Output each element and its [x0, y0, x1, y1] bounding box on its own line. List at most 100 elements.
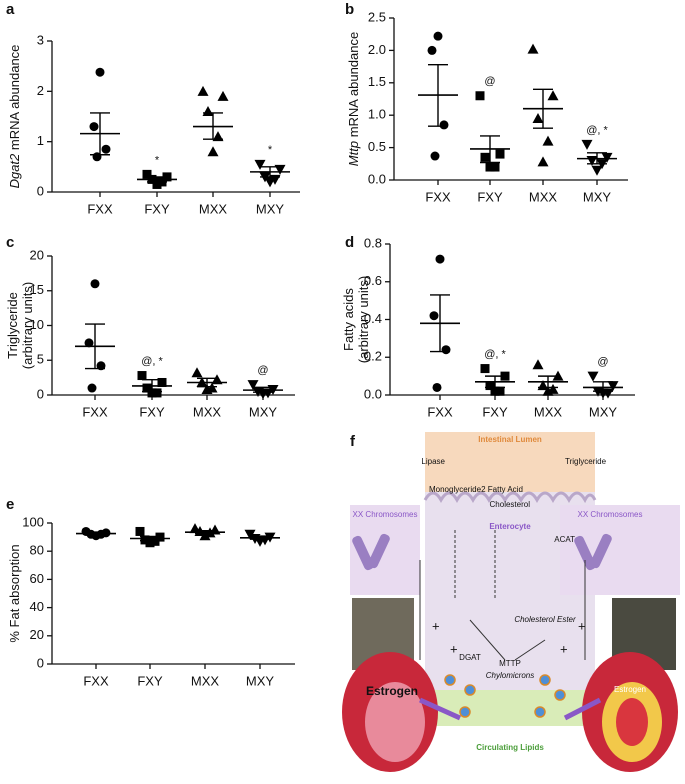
x-tick-label: MXX	[191, 673, 220, 688]
point	[84, 338, 94, 348]
x-tick-label: FXX	[425, 189, 451, 204]
x-tick-label: FXX	[83, 673, 109, 688]
text: ACAT	[554, 535, 575, 544]
y-tick-label: 1.5	[368, 74, 386, 89]
error-bar	[195, 530, 215, 535]
point	[591, 165, 603, 176]
error-bar	[587, 152, 607, 165]
y-axis-label: % Fat absorption	[7, 544, 22, 642]
chylomicron	[554, 689, 566, 701]
y-tick-label: 80	[30, 543, 44, 558]
point	[201, 383, 213, 394]
annotation: @	[484, 76, 495, 88]
error-bar	[430, 294, 450, 353]
text: XX Chromosomes	[578, 510, 643, 519]
y-tick-label: 2.5	[368, 9, 386, 24]
y-axis-label-text: (arbitrary units)	[20, 282, 35, 369]
y-tick-label: 0.6	[364, 273, 382, 288]
point	[152, 388, 162, 398]
point	[137, 371, 147, 381]
chart: d 0.0 0.2 0.4 0.6 0.8 Fatty acids (arbitrary un…	[341, 234, 635, 419]
point	[475, 91, 485, 101]
y-tick-label: 60	[30, 571, 44, 586]
y-tick-label: 3	[37, 32, 44, 47]
point	[135, 526, 145, 536]
error-bar	[90, 112, 110, 156]
point	[207, 146, 219, 157]
point	[586, 156, 598, 167]
error-bar	[250, 535, 270, 540]
vessel-lumen	[365, 682, 425, 762]
x-tick-label: FXY	[139, 404, 165, 419]
text: Cholesterol	[490, 500, 531, 509]
x-tick-label: FXX	[427, 404, 453, 419]
text: Estrogen	[614, 685, 646, 694]
point	[485, 162, 495, 172]
x-tick-label: MXY	[589, 404, 618, 419]
panel-label: b	[345, 1, 354, 18]
annotation: *	[268, 144, 273, 156]
y-tick-label: 0.2	[364, 349, 382, 364]
point	[202, 105, 214, 116]
lumen-label: Intestinal Lumen	[478, 435, 542, 444]
y-tick-label: 1	[37, 133, 44, 148]
point	[152, 179, 162, 189]
error-bar	[140, 535, 160, 542]
panel-label: f	[350, 433, 356, 450]
x-tick-label: MXX	[529, 189, 558, 204]
point	[480, 364, 490, 374]
annotation: @	[597, 356, 608, 368]
text: Estrogen	[366, 684, 418, 698]
error-bar	[86, 531, 106, 536]
y-tick-label: 0	[37, 386, 44, 401]
error-bar	[485, 375, 505, 389]
point	[254, 159, 266, 170]
point	[142, 169, 152, 179]
annotation: @, *	[484, 348, 506, 360]
point	[87, 383, 97, 393]
point	[150, 536, 160, 546]
text: MTTP	[499, 659, 521, 668]
point	[490, 162, 500, 172]
panel-label: e	[6, 496, 14, 513]
error-bar	[203, 112, 223, 140]
y-axis-label-text: % Fat absorption	[7, 544, 22, 642]
point	[430, 151, 440, 161]
y-tick-label: 2.0	[368, 42, 386, 57]
point	[432, 382, 442, 392]
chromosome	[574, 535, 596, 571]
y-tick-label: 0	[37, 183, 44, 198]
panel-label: c	[6, 234, 14, 251]
chylomicron	[464, 684, 476, 696]
text: Lipase	[421, 457, 445, 466]
y-axis-label: (arbitrary units)	[20, 282, 35, 369]
y-tick-label: 40	[30, 599, 44, 614]
y-tick-label: 0	[37, 655, 44, 670]
x-tick-label: FXY	[477, 189, 503, 204]
y-tick-label: 0.4	[364, 311, 382, 326]
point	[581, 139, 593, 150]
annotation: @, *	[586, 124, 608, 136]
chylomicron	[459, 706, 471, 718]
chromosome	[368, 533, 390, 569]
point	[495, 386, 505, 396]
point	[480, 152, 490, 162]
text: 2 Fatty Acid	[481, 485, 523, 494]
chylomicron	[539, 674, 551, 686]
chart: b 0.0 0.5 1.0 1.5 2.0 2.5 Mttp mRNA abundance FX…	[345, 1, 628, 204]
plus: +	[560, 641, 568, 656]
plus: +	[432, 618, 440, 633]
y-axis-label: Triglyceride	[5, 292, 20, 359]
error-bar	[147, 176, 167, 183]
x-tick-label: MXX	[534, 404, 563, 419]
error-bar	[480, 135, 500, 164]
point	[90, 279, 100, 289]
text: XX Chromosomes	[353, 510, 418, 519]
chylomicron-group	[444, 674, 566, 718]
point	[142, 383, 152, 393]
point	[145, 538, 155, 548]
diagram: f Intestinal Lumen Lipase Triglyceride M…	[342, 432, 680, 772]
y-tick-label: 5	[37, 352, 44, 367]
x-tick-label: MXY	[249, 404, 278, 419]
